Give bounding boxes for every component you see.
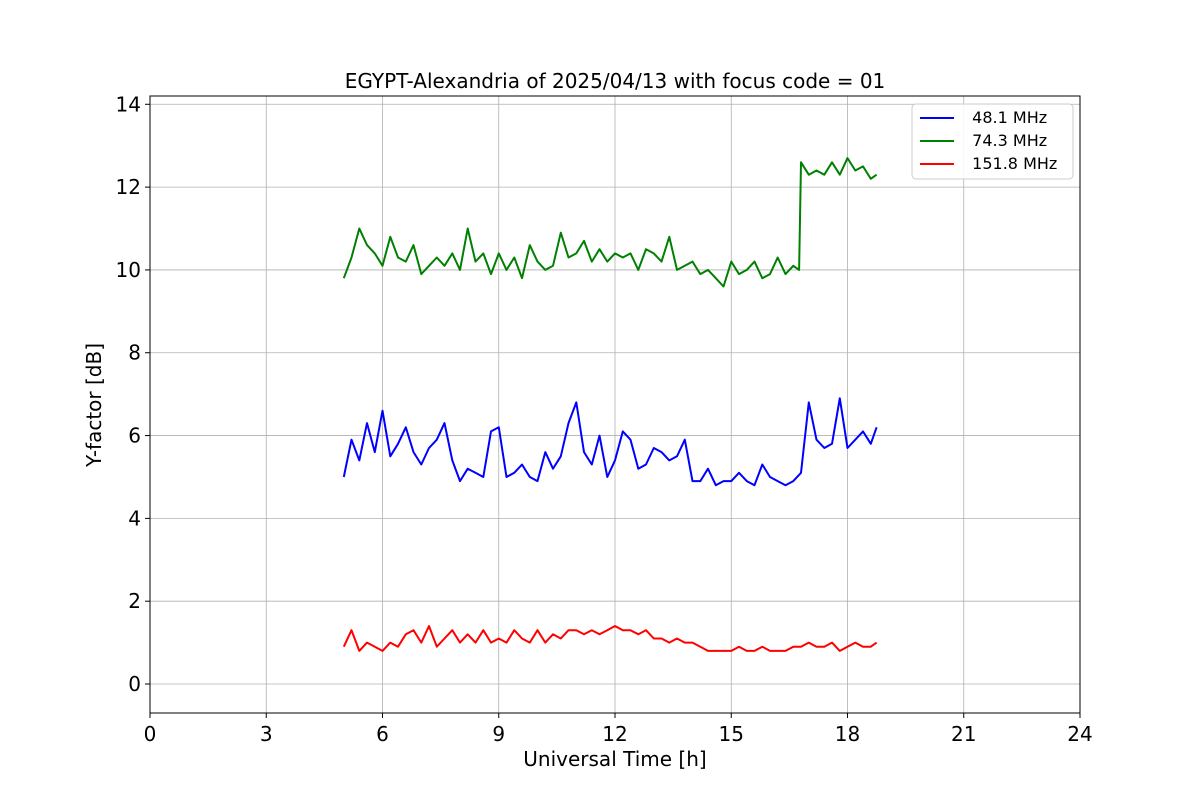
x-axis-label: Universal Time [h]	[523, 747, 706, 771]
x-tick-label: 12	[602, 722, 627, 746]
y-axis-label: Y-factor [dB]	[82, 343, 106, 468]
legend-label-1: 74.3 MHz	[962, 131, 1047, 150]
y-tick-label: 0	[128, 672, 141, 696]
x-tick-label: 18	[835, 722, 860, 746]
y-tick-label: 8	[128, 341, 141, 365]
y-tick-label: 6	[128, 424, 141, 448]
y-tick-label: 10	[116, 258, 141, 282]
y-tick-label: 14	[116, 92, 141, 116]
x-tick-label: 0	[144, 722, 157, 746]
y-tick-label: 12	[116, 175, 141, 199]
legend-box	[911, 103, 1074, 180]
legend-label-0: 48.1 MHz	[962, 108, 1047, 127]
x-axis-ticks: 0 3 6 9 12 15 18 21 24	[144, 713, 1093, 746]
x-tick-label: 21	[951, 722, 976, 746]
x-tick-label: 3	[260, 722, 273, 746]
legend: 48.1 MHz 74.3 MHz 151.8 MHz	[911, 103, 1074, 180]
x-tick-label: 6	[376, 722, 389, 746]
x-tick-label: 24	[1067, 722, 1092, 746]
y-tick-label: 2	[128, 589, 141, 613]
legend-label-2: 151.8 MHz	[962, 154, 1057, 173]
chart-title: EGYPT-Alexandria of 2025/04/13 with focu…	[345, 69, 886, 93]
y-tick-label: 4	[128, 506, 141, 530]
legend-entries: 48.1 MHz 74.3 MHz 151.8 MHz	[920, 108, 1057, 173]
series-line-2	[342, 625, 878, 652]
x-tick-label: 15	[719, 722, 744, 746]
x-tick-label: 9	[492, 722, 505, 746]
y-axis-ticks: 0 2 4 6 8 10 12 14	[116, 92, 150, 696]
series-line-1	[342, 157, 878, 288]
series-line-0	[342, 397, 878, 487]
series-layer	[342, 157, 878, 652]
